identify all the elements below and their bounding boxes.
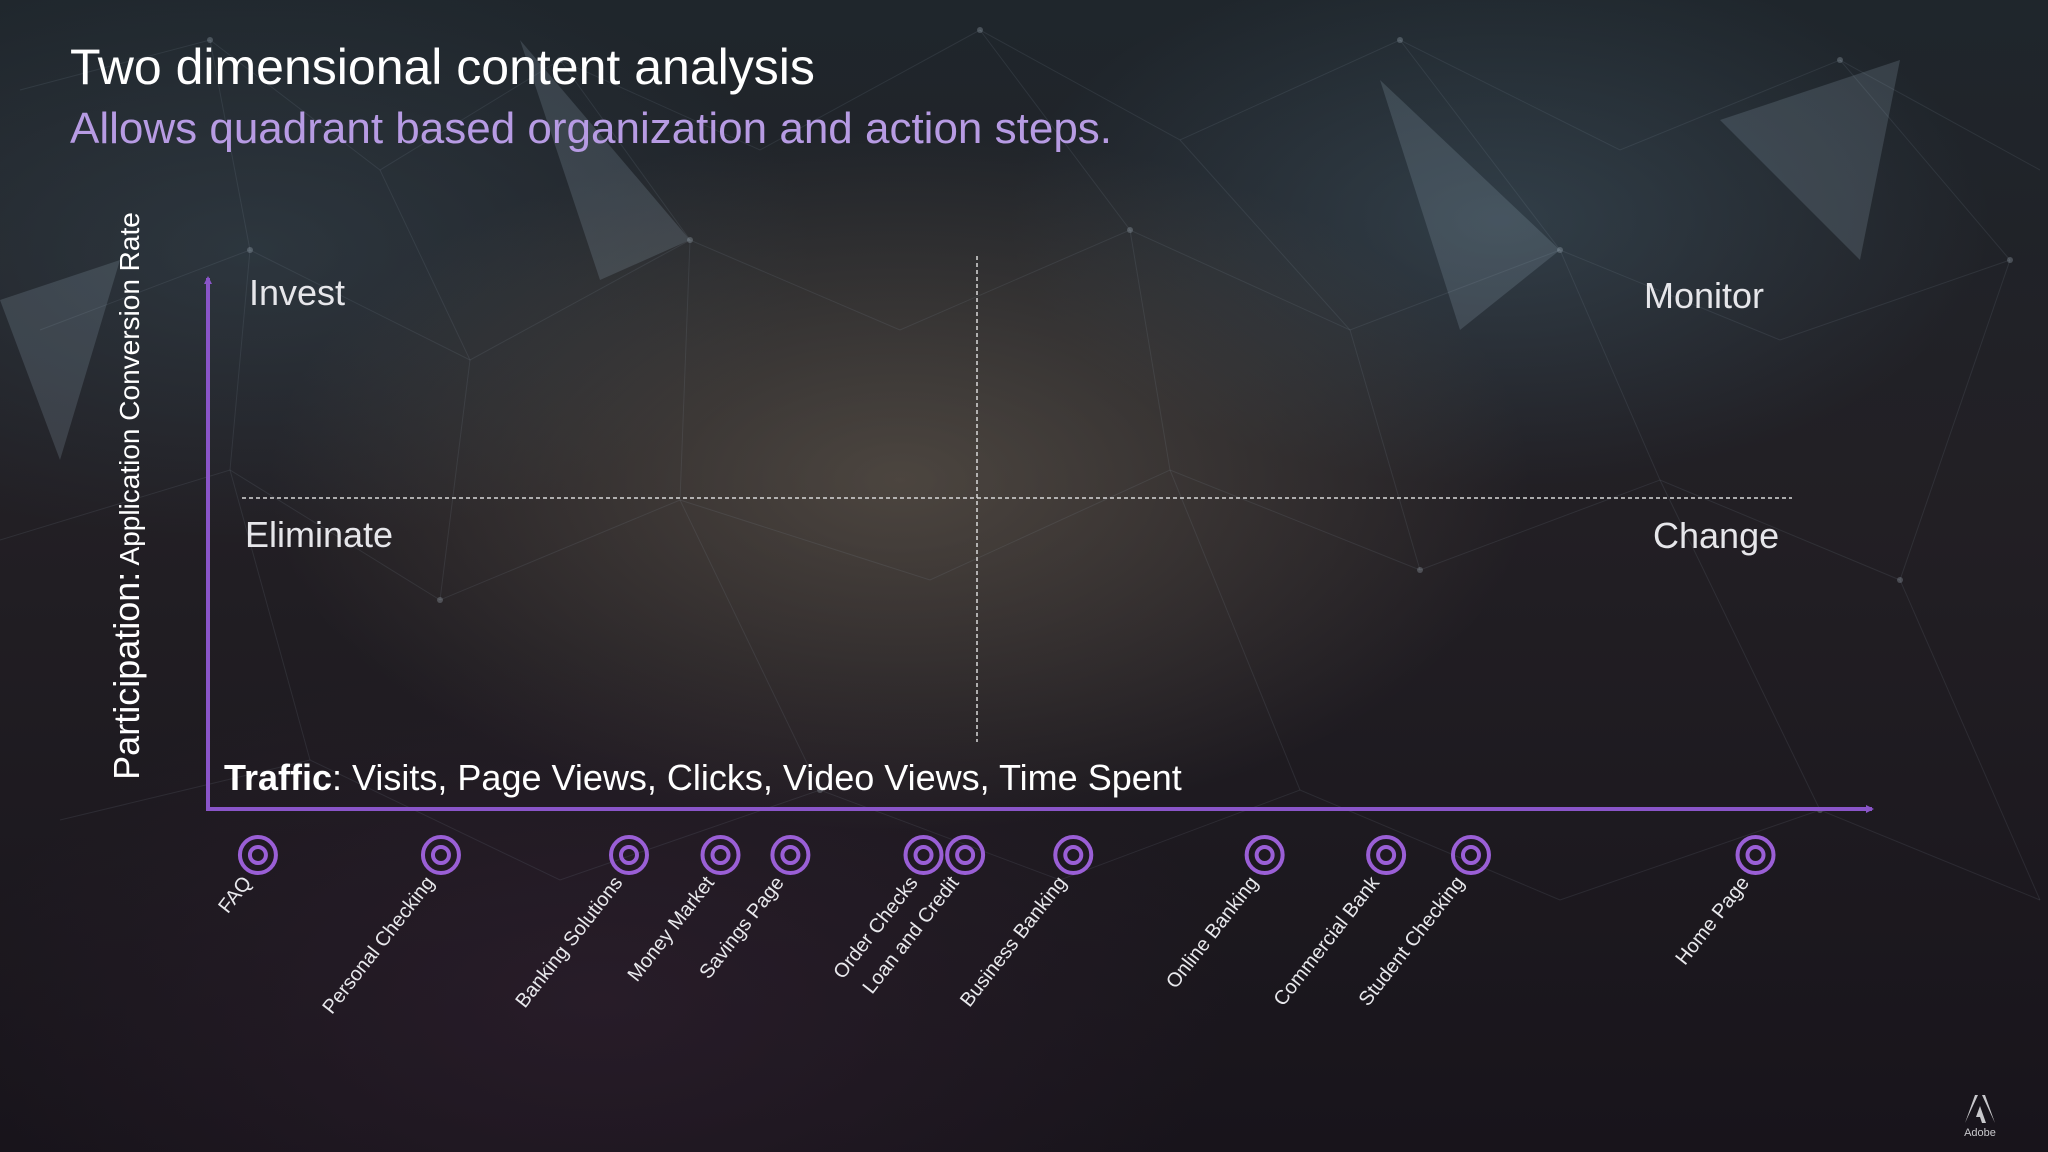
data-point-faq bbox=[237, 835, 278, 875]
data-point-money-market bbox=[700, 835, 741, 875]
data-point-online-banking bbox=[1244, 835, 1285, 875]
data-point-personal-checking bbox=[420, 835, 461, 875]
y-axis-label-bold: Participation: bbox=[106, 571, 147, 780]
slide-title: Two dimensional content analysis bbox=[70, 39, 815, 95]
data-point-student-checking bbox=[1450, 835, 1491, 875]
quadrant-invest: Invest bbox=[249, 272, 346, 313]
y-axis-label: Participation: Application Conversion Ra… bbox=[106, 212, 148, 780]
data-point-business-banking bbox=[1053, 835, 1094, 875]
x-axis-label-bold: Traffic bbox=[224, 757, 333, 798]
y-axis-label-rest: Application Conversion Rate bbox=[114, 212, 145, 572]
adobe-logo-icon bbox=[1965, 1095, 1995, 1123]
data-point-banking-solutions bbox=[608, 835, 649, 875]
quadrant-eliminate: Eliminate bbox=[245, 514, 394, 555]
x-axis-label-rest: : Visits, Page Views, Clicks, Video View… bbox=[332, 757, 1182, 798]
data-point-home-page bbox=[1735, 835, 1776, 875]
slide-subtitle: Allows quadrant based organization and a… bbox=[70, 104, 1113, 153]
data-point-loan-and-credit bbox=[945, 835, 986, 875]
adobe-logo: Adobe bbox=[1958, 1094, 2002, 1139]
quadrant-change: Change bbox=[1653, 515, 1780, 556]
data-point-savings-page bbox=[770, 835, 811, 875]
quadrant-monitor: Monitor bbox=[1644, 275, 1765, 316]
x-axis-label: Traffic: Visits, Page Views, Clicks, Vid… bbox=[224, 757, 1182, 799]
data-point-commercial-bank bbox=[1366, 835, 1407, 875]
adobe-logo-text: Adobe bbox=[1964, 1127, 1996, 1139]
data-point-order-checks bbox=[903, 835, 944, 875]
